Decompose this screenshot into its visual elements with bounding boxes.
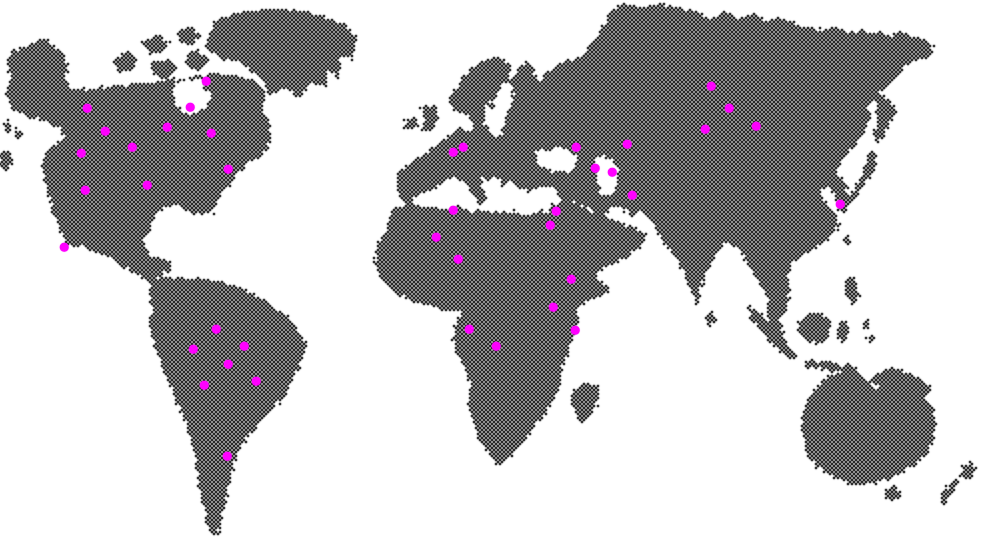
map-marker[interactable] — [590, 163, 600, 173]
map-marker[interactable] — [551, 206, 561, 216]
map-marker[interactable] — [570, 325, 580, 335]
map-marker[interactable] — [627, 190, 637, 200]
map-marker[interactable] — [700, 124, 710, 134]
map-marker[interactable] — [724, 103, 734, 113]
map-marker[interactable] — [835, 199, 845, 209]
map-marker[interactable] — [458, 142, 468, 152]
map-marker[interactable] — [76, 148, 86, 158]
map-marker[interactable] — [211, 324, 221, 334]
map-marker[interactable] — [59, 242, 69, 252]
map-marker[interactable] — [162, 122, 172, 132]
map-marker[interactable] — [223, 164, 233, 174]
map-marker[interactable] — [188, 344, 198, 354]
map-marker[interactable] — [239, 341, 249, 351]
map-marker[interactable] — [100, 126, 110, 136]
map-marker[interactable] — [448, 205, 458, 215]
map-marker[interactable] — [206, 128, 216, 138]
map-marker[interactable] — [82, 103, 92, 113]
map-marker[interactable] — [201, 76, 211, 86]
map-marker[interactable] — [142, 180, 152, 190]
map-marker[interactable] — [448, 147, 458, 157]
map-marker[interactable] — [566, 274, 576, 284]
map-marker[interactable] — [80, 185, 90, 195]
map-marker[interactable] — [464, 324, 474, 334]
map-marker[interactable] — [571, 142, 581, 152]
map-marker[interactable] — [622, 139, 632, 149]
map-marker[interactable] — [453, 254, 463, 264]
map-marker[interactable] — [548, 302, 558, 312]
map-marker[interactable] — [251, 376, 261, 386]
map-marker[interactable] — [491, 341, 501, 351]
map-marker[interactable] — [222, 451, 232, 461]
map-marker[interactable] — [706, 81, 716, 91]
map-marker[interactable] — [431, 232, 441, 242]
map-marker[interactable] — [751, 121, 761, 131]
map-marker[interactable] — [127, 142, 137, 152]
map-marker[interactable] — [545, 220, 555, 230]
map-marker[interactable] — [223, 359, 233, 369]
map-marker[interactable] — [607, 167, 617, 177]
map-marker[interactable] — [185, 102, 195, 112]
map-marker[interactable] — [199, 380, 209, 390]
